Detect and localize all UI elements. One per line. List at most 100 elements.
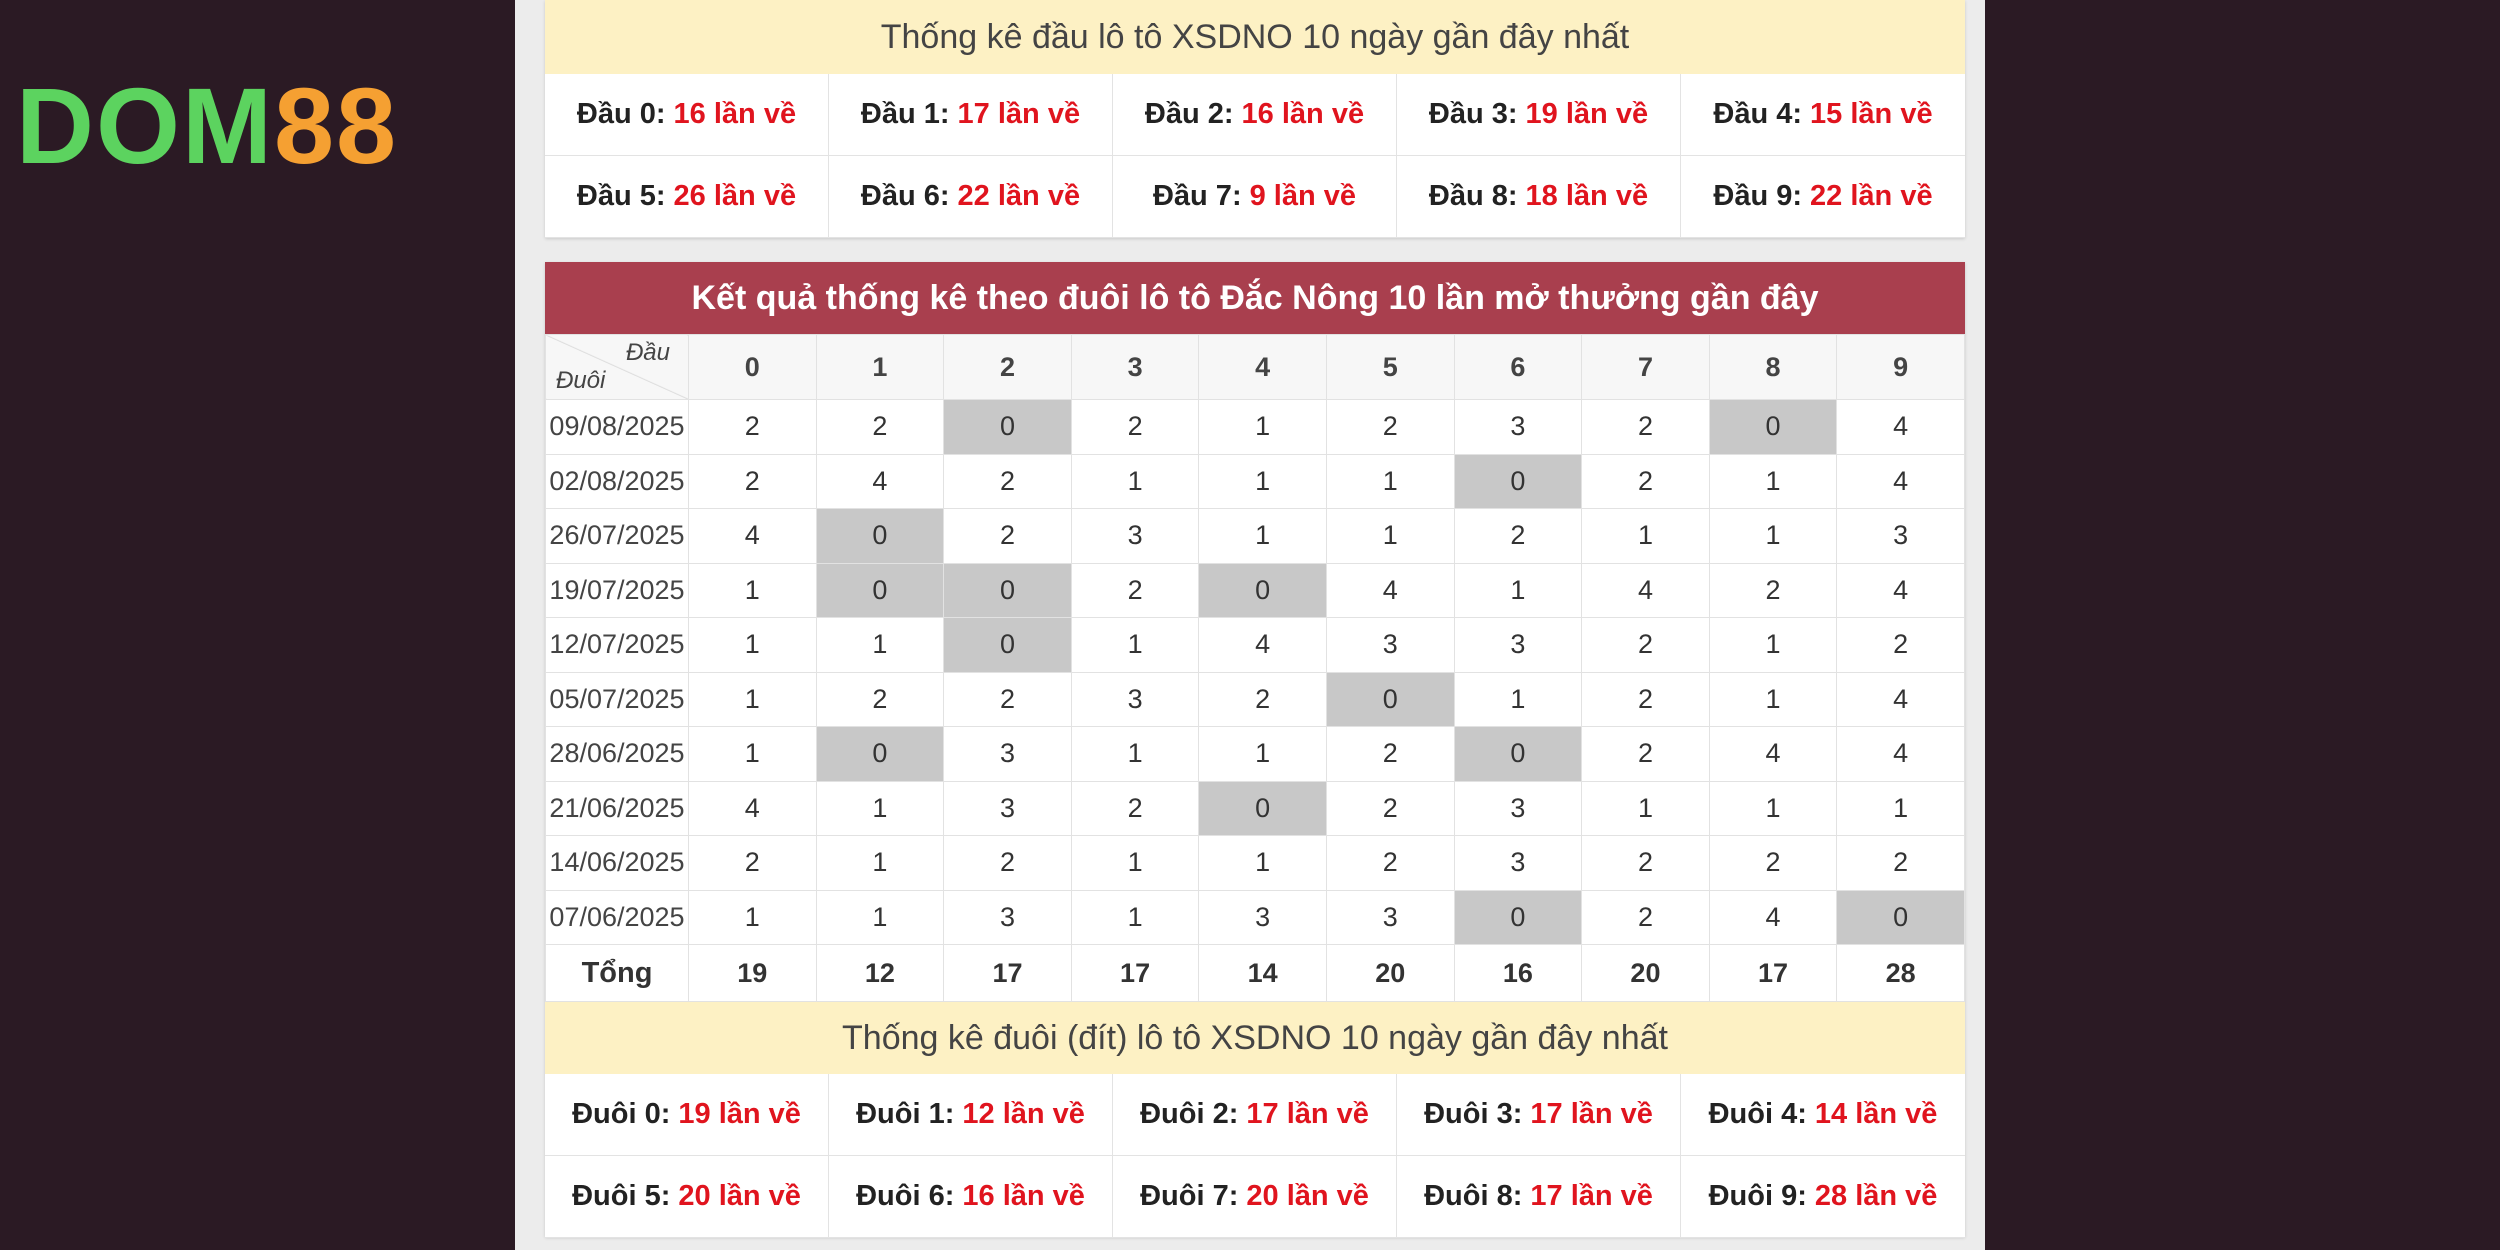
head-stat-7: Đầu 7: 9 lần về	[1113, 156, 1397, 238]
count-cell: 1	[1708, 617, 1838, 673]
count-cell: 2	[1836, 617, 1965, 673]
count-cell: 3	[1836, 508, 1965, 564]
count-cell: 3	[943, 889, 1072, 945]
count-cell: 2	[1581, 835, 1710, 891]
column-header-7: 7	[1581, 334, 1710, 400]
count-cell: 2	[1581, 889, 1710, 945]
table-corner-cell: Đầu Đuôi	[545, 334, 689, 400]
count-cell: 1	[1581, 780, 1710, 836]
count-cell: 2	[688, 835, 817, 891]
tail-stat-2: Đuôi 2: 17 lần về	[1113, 1074, 1397, 1156]
count-cell: 4	[688, 780, 817, 836]
count-cell: 4	[1836, 562, 1965, 618]
count-cell: 3	[1453, 399, 1583, 455]
count-cell: 1	[1198, 453, 1327, 509]
count-cell: 0	[943, 399, 1072, 455]
count-cell: 1	[688, 562, 817, 618]
count-cell: 3	[1070, 671, 1200, 727]
count-cell: 1	[1708, 453, 1838, 509]
head-stats-card: Thống kê đầu lô tô XSDNO 10 ngày gần đây…	[545, 0, 1965, 238]
total-cell: 20	[1581, 944, 1710, 1002]
count-cell: 0	[1453, 726, 1583, 782]
tail-stat-0: Đuôi 0: 19 lần về	[545, 1074, 829, 1156]
count-cell: 1	[815, 780, 945, 836]
total-cell: 20	[1325, 944, 1455, 1002]
count-cell: 1	[1836, 780, 1965, 836]
count-cell: 1	[1325, 508, 1455, 564]
count-cell: 0	[1198, 780, 1327, 836]
total-label: Tổng	[545, 944, 689, 1002]
count-cell: 0	[815, 562, 945, 618]
row-date: 21/06/2025	[545, 780, 689, 836]
count-cell: 2	[1325, 726, 1455, 782]
count-cell: 1	[1198, 835, 1327, 891]
total-cell: 14	[1198, 944, 1327, 1002]
table-row: 26/07/2025 4 0 2 3 1 1 2 1 1 3	[545, 508, 1965, 564]
count-cell: 1	[1070, 726, 1200, 782]
count-cell: 0	[943, 617, 1072, 673]
count-cell: 0	[815, 726, 945, 782]
count-cell: 1	[815, 835, 945, 891]
column-header-1: 1	[815, 334, 945, 400]
column-header-0: 0	[688, 334, 817, 400]
count-cell: 1	[815, 617, 945, 673]
count-cell: 4	[1836, 671, 1965, 727]
head-stat-1: Đầu 1: 17 lần về	[829, 74, 1113, 156]
content-page: Thống kê đầu lô tô XSDNO 10 ngày gần đây…	[515, 0, 1985, 1250]
count-cell: 4	[1325, 562, 1455, 618]
logo-text-88: 88	[273, 65, 399, 186]
count-cell: 3	[1325, 889, 1455, 945]
row-date: 12/07/2025	[545, 617, 689, 673]
head-stats-title: Thống kê đầu lô tô XSDNO 10 ngày gần đây…	[545, 0, 1965, 74]
count-cell: 2	[943, 835, 1072, 891]
head-stat-4: Đầu 4: 15 lần về	[1681, 74, 1965, 156]
count-cell: 1	[1708, 671, 1838, 727]
count-cell: 0	[1836, 889, 1965, 945]
count-cell: 2	[1581, 453, 1710, 509]
total-cell: 19	[688, 944, 817, 1002]
count-cell: 1	[1708, 780, 1838, 836]
count-cell: 4	[815, 453, 945, 509]
count-cell: 1	[1198, 399, 1327, 455]
count-cell: 0	[1453, 889, 1583, 945]
count-cell: 2	[1581, 399, 1710, 455]
column-header-2: 2	[943, 334, 1072, 400]
table-row: 09/08/2025 2 2 0 2 1 2 3 2 0 4	[545, 399, 1965, 455]
row-date: 28/06/2025	[545, 726, 689, 782]
table-row: 05/07/2025 1 2 2 3 2 0 1 2 1 4	[545, 671, 1965, 727]
count-cell: 1	[1581, 508, 1710, 564]
count-cell: 3	[1453, 617, 1583, 673]
row-date: 14/06/2025	[545, 835, 689, 891]
table-row: 12/07/2025 1 1 0 1 4 3 3 2 1 2	[545, 617, 1965, 673]
count-cell: 3	[943, 780, 1072, 836]
count-cell: 2	[1581, 617, 1710, 673]
count-cell: 2	[1708, 562, 1838, 618]
count-cell: 1	[1070, 453, 1200, 509]
tail-stat-1: Đuôi 1: 12 lần về	[829, 1074, 1113, 1156]
tail-stat-3: Đuôi 3: 17 lần về	[1397, 1074, 1681, 1156]
column-header-4: 4	[1198, 334, 1327, 400]
brand-logo[interactable]: DOM88	[16, 72, 398, 180]
count-cell: 4	[1708, 726, 1838, 782]
count-cell: 2	[1198, 671, 1327, 727]
count-cell: 1	[1070, 617, 1200, 673]
tail-stats-grid: Đuôi 0: 19 lần về Đuôi 1: 12 lần về Đuôi 2…	[545, 1074, 1965, 1238]
count-cell: 2	[1070, 780, 1200, 836]
count-cell: 0	[1453, 453, 1583, 509]
count-cell: 1	[1708, 508, 1838, 564]
column-header-3: 3	[1070, 334, 1200, 400]
column-header-6: 6	[1453, 334, 1583, 400]
count-cell: 4	[1836, 399, 1965, 455]
corner-label-duoi: Đuôi	[556, 367, 606, 394]
count-cell: 1	[1198, 508, 1327, 564]
head-stat-9: Đầu 9: 22 lần về	[1681, 156, 1965, 238]
count-cell: 2	[815, 671, 945, 727]
count-cell: 2	[1070, 562, 1200, 618]
count-cell: 1	[1070, 889, 1200, 945]
count-cell: 3	[1070, 508, 1200, 564]
row-date: 07/06/2025	[545, 889, 689, 945]
count-cell: 0	[1325, 671, 1455, 727]
count-cell: 2	[943, 508, 1072, 564]
total-cell: 17	[1708, 944, 1838, 1002]
